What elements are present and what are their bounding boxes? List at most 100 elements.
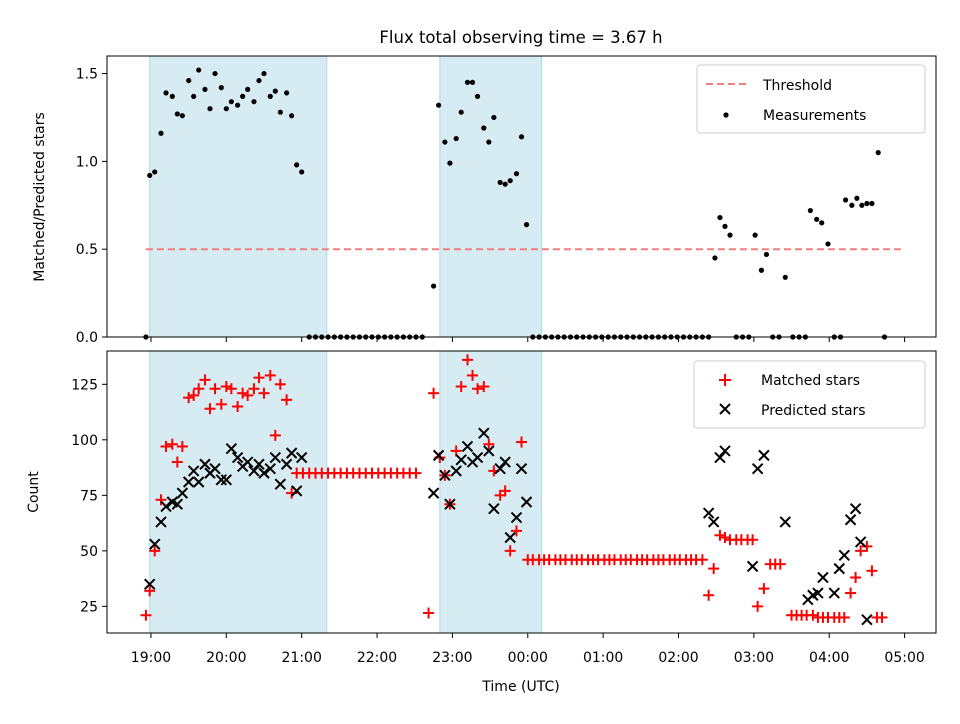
legend-threshold-label: Threshold — [762, 78, 832, 94]
predicted-star-point — [515, 462, 528, 475]
y-tick-label: 125 — [71, 377, 98, 393]
legend-predicted-swatch — [719, 403, 731, 415]
measurement-point — [491, 114, 497, 121]
matched-star-point — [215, 398, 227, 410]
bottom-panel: 25 50 75 100 125 19:00 20:00 21:00 22:00 23:00 00… — [26, 350, 937, 695]
measurement-point — [158, 130, 164, 136]
measurement-point — [814, 216, 820, 222]
y-tick-label: 0.5 — [76, 242, 98, 258]
matched-star-point — [866, 565, 878, 577]
predicted-star-point — [253, 458, 265, 470]
measurement-point — [228, 99, 234, 105]
measurement-point — [163, 90, 169, 96]
bottom-legend-box — [693, 360, 926, 429]
legend-predicted-label: Predicted stars — [761, 403, 866, 419]
measurement-point — [469, 79, 476, 85]
figure-title: Flux total observing time = 3.67 h — [379, 28, 662, 47]
bottom-y-axis-label: Count — [26, 471, 42, 513]
measurement-point — [481, 125, 487, 131]
measurement-point — [174, 111, 180, 117]
predicted-star-point — [187, 465, 200, 477]
measurement-point — [240, 93, 246, 99]
measurement-point — [842, 197, 849, 203]
predicted-star-point — [483, 445, 495, 457]
predicted-star-point — [844, 514, 857, 526]
measurement-point — [854, 195, 860, 201]
measurement-point — [453, 135, 459, 142]
matched-star-point — [747, 534, 759, 546]
measurement-point — [235, 102, 241, 108]
predicted-star-point — [149, 538, 161, 550]
measurement-point — [147, 172, 153, 179]
matched-star-point — [719, 532, 731, 544]
measurement-point — [849, 202, 855, 208]
legend-matched-label: Matched stars — [761, 373, 860, 389]
measurement-point — [256, 77, 262, 84]
measurement-point — [763, 251, 770, 258]
measurement-point — [825, 241, 831, 247]
matched-star-point — [455, 381, 467, 393]
x-tick-label: 23:00 — [432, 650, 472, 666]
predicted-star-point — [833, 562, 845, 575]
measurement-point — [458, 109, 464, 115]
predicted-star-point — [215, 474, 228, 486]
matched-star-point — [410, 467, 422, 479]
matched-star-point — [281, 394, 293, 406]
top-shaded-regions — [149, 55, 543, 338]
matched-star-point — [274, 378, 286, 390]
predicted-star-point — [160, 500, 172, 513]
measurement-point — [436, 102, 442, 108]
bottom-legend: Matched stars Predicted stars — [693, 360, 926, 429]
predicted-star-point — [510, 511, 523, 524]
measurement-point — [218, 85, 224, 91]
predicted-star-point — [714, 451, 726, 464]
matched-star-point — [467, 369, 479, 381]
predicted-star-point — [817, 571, 829, 584]
predicted-star-point — [719, 445, 731, 457]
predicted-star-point — [427, 487, 440, 499]
predicted-star-point — [285, 447, 298, 459]
predicted-star-point — [199, 458, 211, 470]
predicted-star-point — [746, 560, 759, 573]
measurement-point — [212, 70, 218, 77]
matched-star-point — [472, 383, 484, 395]
matched-star-point — [160, 440, 172, 452]
matched-star-point — [850, 571, 862, 583]
predicted-star-point — [488, 502, 500, 515]
measurement-point — [497, 179, 503, 186]
top-x-ticks — [150, 337, 906, 342]
predicted-star-point — [849, 502, 862, 515]
predicted-star-point — [248, 465, 260, 477]
x-tick-label: 05:00 — [884, 650, 924, 666]
matched-stars-points — [140, 354, 888, 623]
matched-star-point — [220, 381, 232, 393]
matched-star-point — [209, 383, 221, 395]
measurement-point — [186, 77, 192, 84]
predicted-stars-points — [143, 427, 873, 626]
predicted-star-point — [209, 462, 221, 475]
predicted-star-point — [450, 465, 462, 477]
measurement-point — [207, 106, 213, 112]
matched-star-point — [714, 529, 726, 541]
measurement-point — [191, 93, 197, 99]
measurement-point — [752, 232, 758, 238]
matched-star-point — [237, 387, 249, 399]
legend-measurements-swatch — [723, 112, 729, 118]
measurement-point — [245, 86, 251, 92]
shaded-interval — [439, 55, 543, 338]
matched-star-point — [264, 369, 276, 381]
matched-star-point — [703, 589, 715, 601]
y-tick-label: 1.0 — [76, 154, 98, 170]
measurement-point — [169, 93, 175, 99]
predicted-star-point — [461, 440, 474, 453]
top-y-ticks: 0.0 0.5 1.0 1.5 — [76, 67, 107, 346]
x-tick-label: 02:00 — [658, 650, 698, 666]
top-y-axis-label: Matched/Predicted stars — [32, 112, 48, 282]
measurement-point — [267, 93, 273, 99]
y-tick-label: 50 — [80, 544, 98, 560]
predicted-star-point — [861, 613, 873, 626]
x-tick-label: 03:00 — [734, 650, 774, 666]
x-tick-label: 01:00 — [583, 650, 623, 666]
predicted-star-point — [225, 442, 238, 455]
